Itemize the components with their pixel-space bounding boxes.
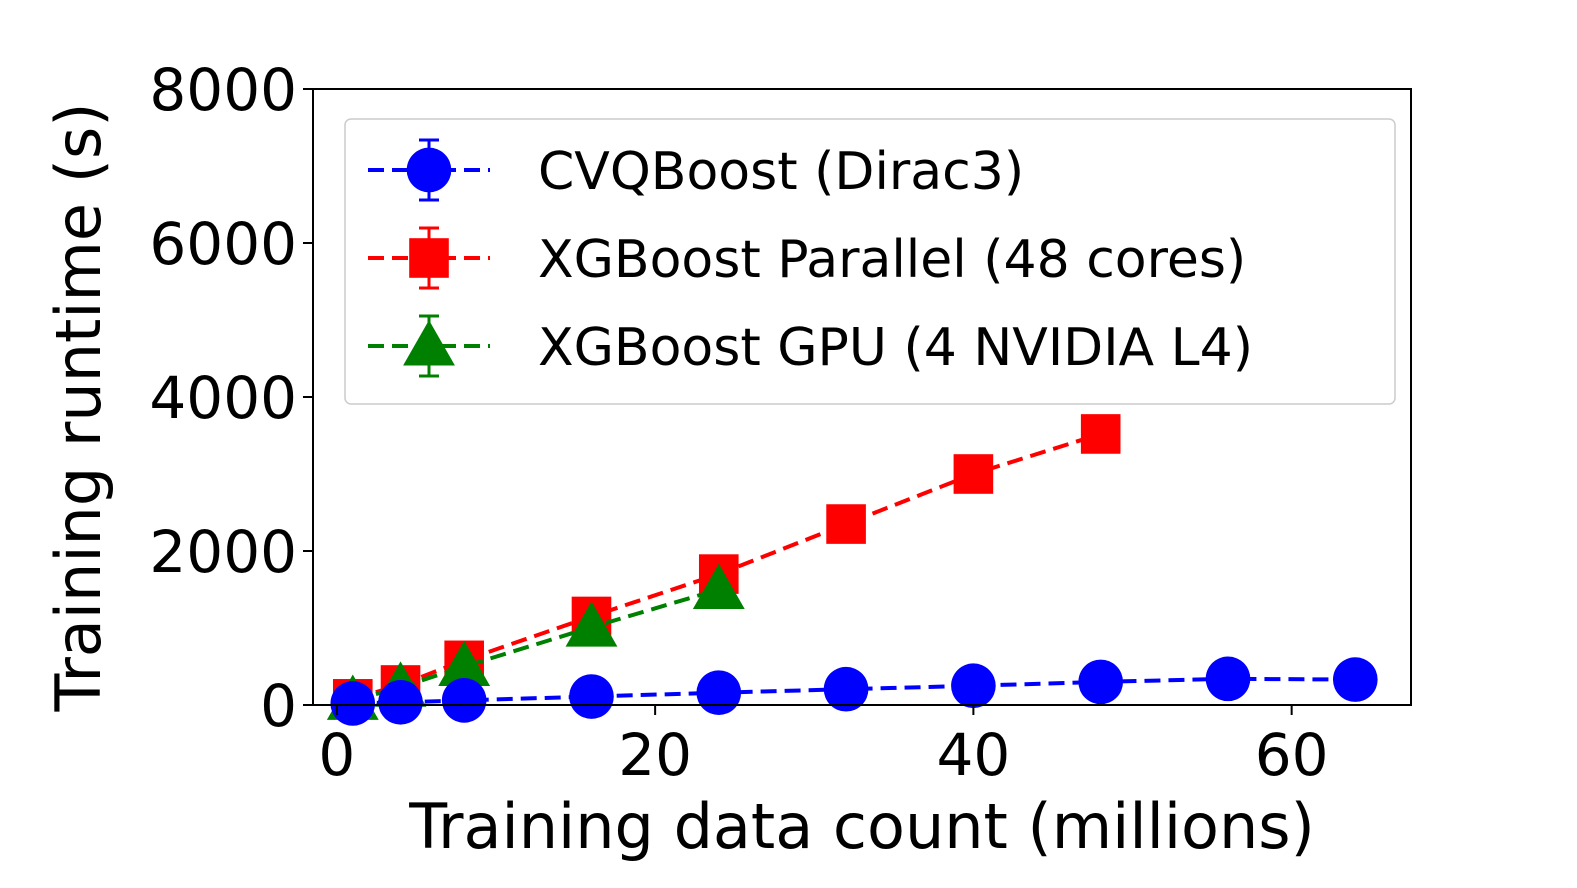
legend-item: XGBoost Parallel (48 cores) — [368, 226, 1246, 290]
data-point — [565, 601, 618, 647]
x-tick-label: 60 — [1255, 721, 1329, 789]
data-point — [692, 563, 745, 609]
data-point — [696, 670, 742, 715]
data-point — [330, 681, 376, 726]
legend-marker — [406, 147, 452, 193]
data-point — [1332, 657, 1378, 702]
legend-label: CVQBoost (Dirac3) — [538, 142, 1024, 202]
legend-box — [344, 118, 1396, 405]
x-tick-label: 40 — [936, 721, 1010, 789]
data-point — [1078, 659, 1124, 705]
legend: CVQBoost (Dirac3) XGBoost Parallel (48 co… — [344, 118, 1396, 405]
y-tick-label: 0 — [260, 672, 297, 740]
y-tick-label: 8000 — [149, 56, 297, 124]
data-point — [953, 454, 994, 494]
plot-series — [326, 414, 1378, 726]
data-point — [438, 640, 491, 686]
data-point — [1205, 656, 1251, 702]
legend-marker — [409, 238, 449, 278]
data-point — [823, 666, 869, 712]
legend-item: CVQBoost (Dirac3) — [368, 138, 1024, 202]
data-point — [441, 678, 487, 723]
legend-item: XGBoost GPU (4 NVIDIA L4) — [368, 314, 1253, 378]
y-axis-ticks: 0 2000 4000 6000 8000 — [149, 56, 313, 740]
legend-label: XGBoost GPU (4 NVIDIA L4) — [538, 318, 1253, 378]
data-point — [1080, 414, 1121, 454]
data-point — [569, 674, 614, 719]
data-point — [826, 504, 866, 544]
x-axis-label: Training data count (millions) — [408, 790, 1315, 863]
x-tick-label: 20 — [618, 721, 692, 789]
x-axis-ticks: 0 20 40 60 — [318, 705, 1329, 789]
data-point — [951, 663, 996, 709]
y-tick-label: 6000 — [149, 210, 297, 278]
legend-label: XGBoost Parallel (48 cores) — [538, 230, 1246, 290]
x-tick-label: 0 — [318, 721, 355, 789]
y-tick-label: 2000 — [149, 518, 297, 586]
series-circle — [330, 656, 1378, 726]
data-point — [378, 679, 423, 725]
series-line — [352, 676, 1356, 706]
legend-marker — [403, 320, 455, 366]
y-axis-label: Training runtime (s) — [42, 103, 115, 713]
y-tick-label: 4000 — [149, 364, 297, 432]
